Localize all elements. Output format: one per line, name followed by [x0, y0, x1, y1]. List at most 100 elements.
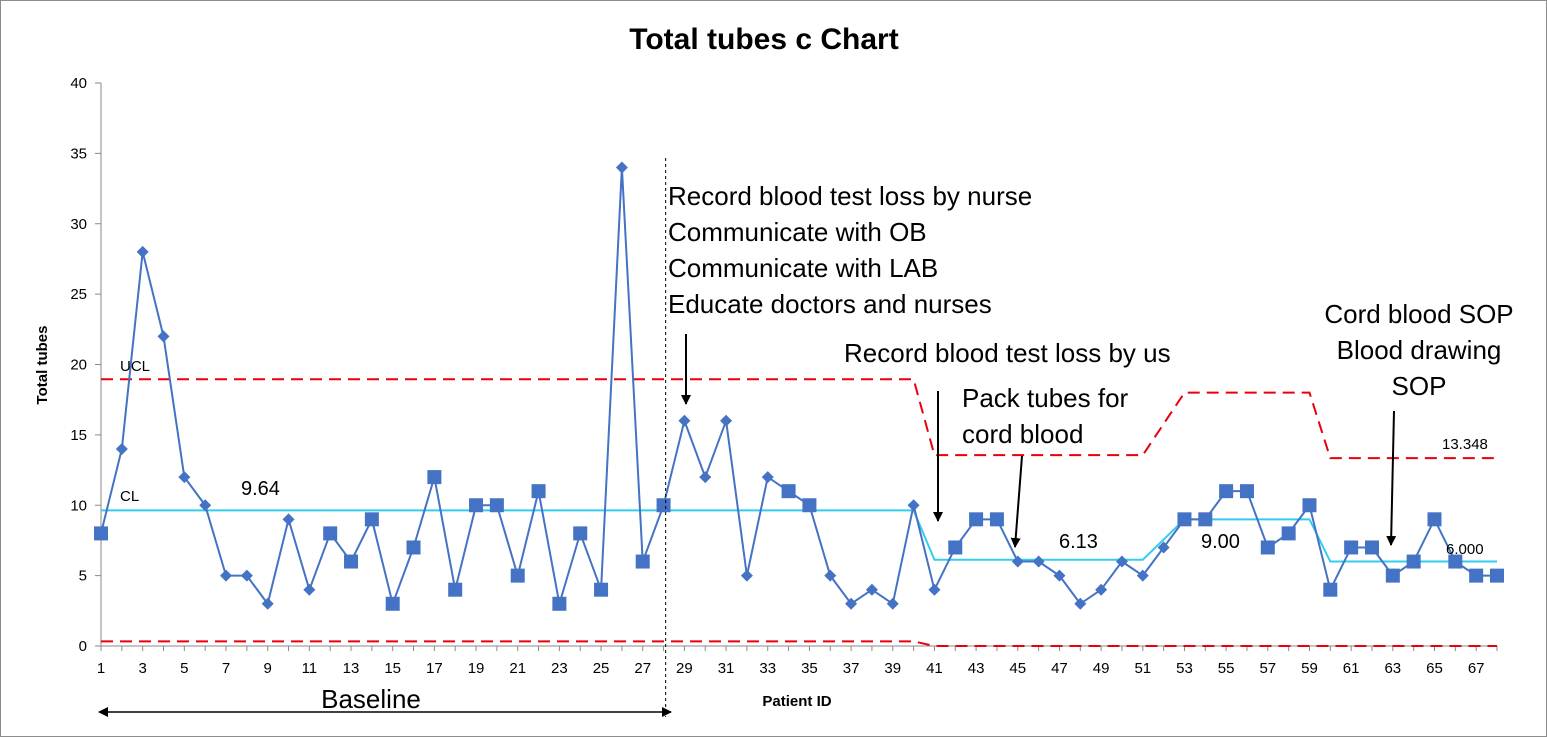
cl-phase2-value: 6.13: [1059, 531, 1098, 553]
data-point-diamond: [928, 583, 941, 596]
x-tick-label: 17: [426, 660, 443, 677]
x-tick-label: 5: [180, 660, 188, 677]
x-tick-label: 23: [551, 660, 568, 677]
annotation-interventions-4: Cord blood SOP Blood drawing SOP: [1324, 299, 1514, 546]
y-tick-label: 15: [70, 427, 87, 444]
data-point-diamond: [303, 583, 316, 596]
data-point-diamond: [740, 569, 753, 582]
x-tick-label: 29: [676, 660, 693, 677]
data-point-square: [448, 582, 463, 597]
data-point-diamond: [136, 245, 149, 258]
data-point-diamond: [865, 583, 878, 596]
data-point-diamond: [845, 597, 858, 610]
data-point-square: [1323, 582, 1338, 597]
y-axis-ticks: 0 5 10 15 20 25 30 35 40: [70, 75, 101, 655]
x-tick-label: 53: [1176, 660, 1193, 677]
x-tick-label: 39: [884, 660, 901, 677]
data-point-square: [1344, 540, 1359, 555]
data-point-diamond: [1095, 583, 1108, 596]
data-point-square: [94, 526, 108, 541]
data-point-square: [1177, 512, 1192, 527]
ucl-line: [101, 378, 1497, 460]
data-point-diamond: [199, 499, 212, 512]
data-point-diamond: [115, 442, 128, 455]
data-point-square: [552, 596, 567, 611]
data-point-square: [1448, 554, 1463, 569]
data-point-square: [969, 512, 984, 527]
data-point-diamond: [1157, 541, 1170, 554]
y-tick-label: 35: [70, 145, 87, 162]
annotation-interventions-2: Record blood test loss by us: [844, 338, 1171, 522]
y-tick-label: 20: [70, 357, 87, 374]
data-point-square: [427, 470, 442, 485]
data-point-square: [989, 512, 1004, 527]
x-tick-label: 51: [1134, 660, 1151, 677]
data-point-square: [1427, 512, 1442, 527]
cl-phase4-value: 6.000: [1446, 541, 1484, 558]
data-point-square: [802, 498, 817, 513]
x-tick-label: 57: [1259, 660, 1276, 677]
annotation-line: Record blood test loss by nurse: [668, 181, 1032, 211]
data-point-diamond: [1011, 555, 1024, 568]
data-point-square: [1281, 526, 1296, 541]
y-tick-label: 25: [70, 286, 87, 303]
data-point-diamond: [761, 471, 774, 484]
data-point-square: [781, 484, 796, 499]
x-tick-label: 27: [634, 660, 651, 677]
x-tick-label: 63: [1384, 660, 1401, 677]
data-point-diamond: [824, 569, 837, 582]
data-point-square: [1490, 568, 1504, 583]
x-tick-label: 21: [509, 660, 526, 677]
data-point-diamond: [886, 597, 899, 610]
data-point-square: [1219, 484, 1234, 499]
x-tick-label: 37: [843, 660, 860, 677]
ucl-label: UCL: [120, 358, 150, 375]
y-tick-label: 40: [70, 75, 87, 92]
annotation-line: Blood drawing: [1337, 335, 1502, 365]
x-tick-label: 59: [1301, 660, 1318, 677]
data-point-square: [364, 512, 379, 527]
data-point-square: [385, 596, 400, 611]
data-point-diamond: [1074, 597, 1087, 610]
x-tick-label: 47: [1051, 660, 1068, 677]
data-point-diamond: [157, 330, 170, 343]
annotation-interventions-3: Pack tubes for cord blood: [962, 383, 1129, 548]
y-tick-label: 0: [79, 638, 87, 655]
annotation-line: Pack tubes for: [962, 383, 1129, 413]
annotation-interventions-1: Record blood test loss by nurse Communic…: [668, 181, 1032, 405]
data-point-diamond: [261, 597, 274, 610]
annotation-line: Cord blood SOP: [1324, 299, 1513, 329]
x-tick-label: 1: [97, 660, 105, 677]
data-point-square: [594, 582, 609, 597]
annotation-line: Educate doctors and nurses: [668, 289, 992, 319]
x-tick-label: 33: [759, 660, 776, 677]
data-point-diamond: [907, 499, 920, 512]
data-point-square: [948, 540, 963, 555]
baseline-label: Baseline: [321, 684, 421, 714]
x-tick-label: 55: [1218, 660, 1235, 677]
data-point-diamond: [1032, 555, 1045, 568]
cl-label: CL: [120, 488, 139, 505]
data-point-square: [1302, 498, 1317, 513]
annotation-line: SOP: [1392, 371, 1447, 401]
x-axis-ticks: 1 3 5 7 9 11 13 15 17 19 21 23 25 27 29 31 33 35 37 39 41 43 4…: [97, 646, 1498, 677]
data-point-diamond: [1136, 569, 1149, 582]
data-point-diamond: [220, 569, 233, 582]
axes: [100, 83, 1497, 647]
data-point-square: [573, 526, 588, 541]
x-tick-label: 13: [343, 660, 360, 677]
x-tick-label: 49: [1093, 660, 1110, 677]
x-tick-label: 67: [1468, 660, 1485, 677]
data-point-square: [1260, 540, 1275, 555]
data-point-diamond: [615, 161, 628, 174]
data-point-square: [489, 498, 504, 513]
x-tick-label: 9: [264, 660, 272, 677]
annotation-arrow: [1386, 410, 1397, 546]
data-point-square: [1469, 568, 1484, 583]
data-point-diamond: [699, 471, 712, 484]
x-tick-label: 25: [593, 660, 610, 677]
data-point-square: [469, 498, 484, 513]
data-point-diamond: [178, 471, 191, 484]
lcl-line: [101, 640, 1497, 647]
